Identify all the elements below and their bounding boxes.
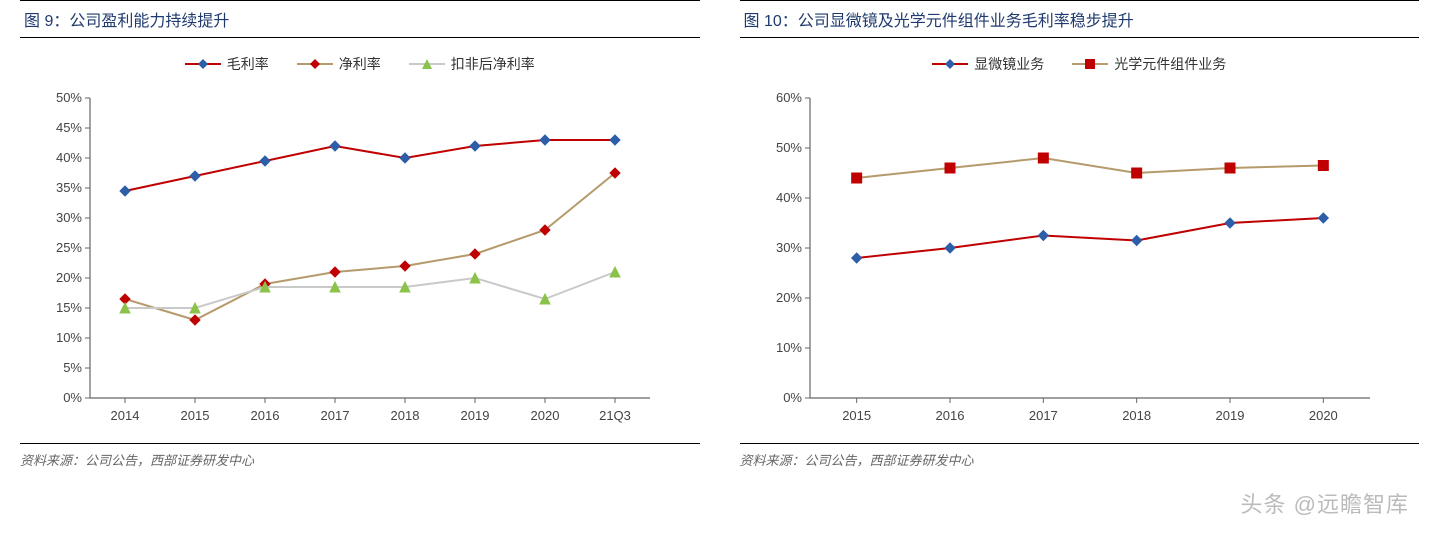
line-chart: 0% 5% 10% 15% 20% 25% 30% 35% 40% 45% 50% 2014 2015 2… [30,78,670,438]
svg-text:15%: 15% [56,300,82,315]
svg-text:10%: 10% [56,330,82,345]
chart-area: 显微镜业务 光学元件组件业务 0% 10% 20% 30% 40% 50% 60% 2015 20… [740,38,1420,443]
square-icon [1084,58,1096,70]
legend-item: 光学元件组件业务 [1072,54,1226,74]
legend-line [1072,63,1108,65]
legend: 毛利率 净利率 扣非后净利率 [30,48,690,78]
legend-line [409,63,445,65]
diamond-icon [944,58,956,70]
line-chart: 0% 10% 20% 30% 40% 50% 60% 2015 2016 2017 2018 2019… [750,78,1390,438]
svg-text:20%: 20% [775,290,801,305]
chart-area: 毛利率 净利率 扣非后净利率 0% 5% 10% 15% 20% 25% 30% 35% 40% 45… [20,38,700,443]
svg-text:2018: 2018 [391,408,420,423]
legend-label: 净利率 [339,54,381,74]
legend-line [297,63,333,65]
svg-text:2019: 2019 [461,408,490,423]
chart-title: 图 10：公司显微镜及光学元件组件业务毛利率稳步提升 [740,0,1420,38]
svg-text:2017: 2017 [1028,408,1057,423]
legend: 显微镜业务 光学元件组件业务 [750,48,1410,78]
legend-item: 毛利率 [185,54,269,74]
svg-text:2018: 2018 [1122,408,1151,423]
svg-text:30%: 30% [56,210,82,225]
source-text: 资料来源：公司公告，西部证券研发中心 [740,443,1420,469]
svg-text:20%: 20% [56,270,82,285]
legend-label: 显微镜业务 [974,54,1044,74]
svg-text:10%: 10% [775,340,801,355]
svg-text:2014: 2014 [111,408,140,423]
svg-text:2019: 2019 [1215,408,1244,423]
legend-item: 扣非后净利率 [409,54,535,74]
svg-text:50%: 50% [775,140,801,155]
legend-label: 光学元件组件业务 [1114,54,1226,74]
svg-text:0%: 0% [63,390,82,405]
triangle-icon [421,58,433,70]
diamond-icon [309,58,321,70]
legend-label: 毛利率 [227,54,269,74]
svg-text:2020: 2020 [531,408,560,423]
svg-text:40%: 40% [56,150,82,165]
legend-line [185,63,221,65]
svg-text:2020: 2020 [1308,408,1337,423]
svg-text:45%: 45% [56,120,82,135]
svg-text:2016: 2016 [935,408,964,423]
legend-line [932,63,968,65]
svg-text:21Q3: 21Q3 [599,408,631,423]
chart-title: 图 9：公司盈利能力持续提升 [20,0,700,38]
source-text: 资料来源：公司公告，西部证券研发中心 [20,443,700,469]
legend-item: 净利率 [297,54,381,74]
svg-text:50%: 50% [56,90,82,105]
svg-text:2016: 2016 [251,408,280,423]
charts-container: 图 9：公司盈利能力持续提升 毛利率 净利率 扣非后净利率 0% 5% 10% 15% 20… [0,0,1439,469]
panel-left: 图 9：公司盈利能力持续提升 毛利率 净利率 扣非后净利率 0% 5% 10% 15% 20… [20,0,700,469]
svg-text:5%: 5% [63,360,82,375]
svg-text:2015: 2015 [842,408,871,423]
svg-text:35%: 35% [56,180,82,195]
legend-item: 显微镜业务 [932,54,1044,74]
watermark: 头条 @远瞻智库 [1241,487,1409,519]
svg-text:0%: 0% [783,390,802,405]
legend-label: 扣非后净利率 [451,54,535,74]
svg-text:30%: 30% [775,240,801,255]
svg-text:2015: 2015 [181,408,210,423]
svg-text:25%: 25% [56,240,82,255]
panel-right: 图 10：公司显微镜及光学元件组件业务毛利率稳步提升 显微镜业务 光学元件组件业务… [740,0,1420,469]
svg-text:40%: 40% [775,190,801,205]
svg-text:2017: 2017 [321,408,350,423]
diamond-icon [197,58,209,70]
svg-text:60%: 60% [775,90,801,105]
